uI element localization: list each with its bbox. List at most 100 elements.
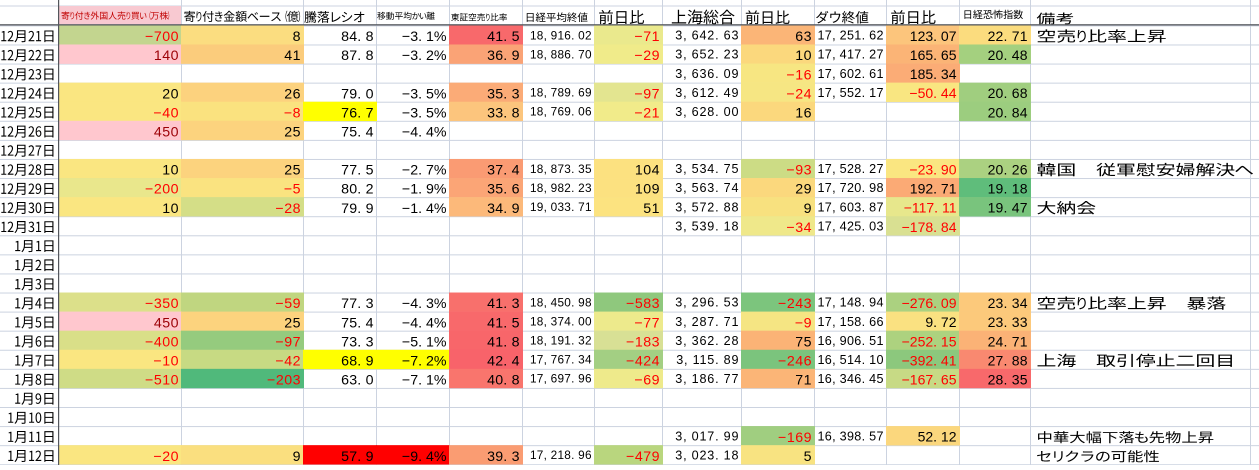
svg-text:63: 63 (795, 29, 812, 45)
svg-text:84. 8: 84. 8 (341, 29, 374, 45)
svg-text:27. 88: 27. 88 (988, 352, 1028, 368)
svg-text:3, 652. 23: 3, 652. 23 (675, 48, 739, 62)
svg-text:−5: −5 (284, 182, 301, 198)
svg-text:−20: −20 (153, 449, 179, 465)
svg-text:−424: −424 (626, 354, 660, 370)
svg-text:16, 346. 45: 16, 346. 45 (817, 372, 883, 386)
svg-text:109: 109 (635, 182, 660, 198)
svg-text:18, 450. 98: 18, 450. 98 (530, 295, 592, 309)
svg-text:20. 48: 20. 48 (988, 47, 1028, 63)
svg-text:185. 34: 185. 34 (910, 66, 957, 82)
svg-text:−29: −29 (634, 48, 660, 64)
svg-text:20. 68: 20. 68 (988, 85, 1028, 101)
svg-text:25: 25 (284, 315, 301, 331)
svg-text:−700: −700 (145, 29, 179, 45)
svg-text:41. 8: 41. 8 (487, 334, 520, 350)
svg-text:104: 104 (635, 163, 660, 179)
svg-text:3, 296. 53: 3, 296. 53 (675, 296, 739, 310)
svg-text:17, 425. 03: 17, 425. 03 (817, 219, 883, 233)
svg-text:19. 47: 19. 47 (988, 200, 1028, 216)
svg-text:−8: −8 (284, 105, 301, 121)
svg-text:10: 10 (795, 48, 812, 64)
svg-text:17, 251. 62: 17, 251. 62 (817, 29, 883, 43)
svg-text:35. 6: 35. 6 (487, 182, 520, 198)
svg-text:8: 8 (293, 29, 301, 45)
svg-text:63. 0: 63. 0 (341, 373, 374, 389)
svg-text:17, 697. 96: 17, 697. 96 (530, 372, 592, 386)
svg-text:−7. 2%: −7. 2% (402, 354, 447, 370)
svg-text:20: 20 (162, 86, 179, 102)
svg-text:3, 539. 18: 3, 539. 18 (675, 219, 739, 233)
svg-text:−93: −93 (786, 163, 812, 179)
svg-text:−16: −16 (786, 67, 812, 83)
svg-text:16, 398. 57: 16, 398. 57 (817, 429, 883, 443)
svg-text:450: 450 (154, 315, 179, 331)
svg-text:−276. 09: −276. 09 (902, 295, 957, 311)
svg-text:18, 374. 00: 18, 374. 00 (530, 315, 592, 329)
svg-text:−246: −246 (778, 354, 812, 370)
svg-text:450: 450 (154, 125, 179, 141)
svg-text:24. 71: 24. 71 (988, 333, 1028, 349)
svg-text:−350: −350 (145, 296, 179, 312)
svg-text:−479: −479 (626, 449, 660, 465)
svg-text:26: 26 (284, 86, 301, 102)
svg-text:68. 9: 68. 9 (341, 354, 374, 370)
svg-text:28. 35: 28. 35 (988, 371, 1028, 387)
svg-text:17, 218. 96: 17, 218. 96 (530, 448, 592, 462)
svg-text:−34: −34 (786, 220, 812, 236)
svg-text:76. 7: 76. 7 (341, 105, 374, 121)
svg-text:165. 65: 165. 65 (910, 47, 957, 63)
svg-text:−50. 44: −50. 44 (909, 85, 956, 101)
svg-text:3, 628. 00: 3, 628. 00 (675, 105, 739, 119)
svg-text:23. 33: 23. 33 (988, 314, 1028, 330)
svg-text:−59: −59 (275, 296, 301, 312)
svg-text:9. 72: 9. 72 (925, 314, 956, 330)
svg-text:−3. 5%: −3. 5% (402, 105, 447, 121)
svg-text:3, 023. 18: 3, 023. 18 (675, 448, 739, 462)
svg-text:−7. 1%: −7. 1% (402, 373, 447, 389)
svg-text:36. 9: 36. 9 (487, 48, 520, 64)
svg-text:3, 612. 49: 3, 612. 49 (675, 86, 739, 100)
svg-text:−77: −77 (634, 315, 660, 331)
svg-text:3, 287. 71: 3, 287. 71 (675, 315, 739, 329)
svg-text:80. 2: 80. 2 (341, 182, 374, 198)
svg-text:−510: −510 (145, 373, 179, 389)
svg-text:10: 10 (162, 163, 179, 179)
svg-text:−28: −28 (275, 201, 301, 217)
svg-text:−24: −24 (786, 86, 812, 102)
svg-text:17, 158. 66: 17, 158. 66 (817, 315, 883, 329)
svg-text:18, 886. 70: 18, 886. 70 (530, 47, 592, 61)
svg-text:−400: −400 (145, 334, 179, 350)
svg-text:17, 528. 27: 17, 528. 27 (817, 162, 883, 176)
svg-text:−71: −71 (634, 29, 660, 45)
svg-text:19, 033. 71: 19, 033. 71 (530, 200, 592, 214)
svg-text:22. 71: 22. 71 (988, 28, 1028, 44)
svg-text:17, 148. 94: 17, 148. 94 (817, 296, 883, 310)
svg-text:−23. 90: −23. 90 (909, 162, 956, 178)
svg-text:17, 552. 17: 17, 552. 17 (817, 86, 883, 100)
svg-text:3, 563. 74: 3, 563. 74 (675, 181, 739, 195)
svg-text:75. 4: 75. 4 (341, 125, 374, 141)
svg-text:20. 84: 20. 84 (988, 104, 1028, 120)
svg-text:9: 9 (804, 201, 812, 217)
svg-text:−3. 2%: −3. 2% (402, 48, 447, 64)
svg-text:−252. 15: −252. 15 (902, 333, 957, 349)
svg-text:−4. 3%: −4. 3% (402, 296, 447, 312)
svg-text:−3. 1%: −3. 1% (402, 29, 447, 45)
svg-text:3, 534. 75: 3, 534. 75 (675, 162, 739, 176)
svg-text:−69: −69 (634, 373, 660, 389)
svg-text:−4. 4%: −4. 4% (402, 315, 447, 331)
svg-text:41. 5: 41. 5 (487, 315, 520, 331)
svg-text:75: 75 (795, 334, 812, 350)
svg-text:−117. 11: −117. 11 (904, 200, 957, 216)
svg-text:77. 3: 77. 3 (341, 296, 374, 312)
svg-text:−9. 4%: −9. 4% (402, 449, 447, 465)
svg-text:35. 3: 35. 3 (487, 86, 520, 102)
svg-text:16, 514. 10: 16, 514. 10 (817, 353, 883, 367)
svg-text:41. 3: 41. 3 (487, 296, 520, 312)
svg-text:−1. 4%: −1. 4% (402, 201, 447, 217)
svg-text:18, 769. 06: 18, 769. 06 (530, 105, 592, 119)
svg-text:57. 9: 57. 9 (341, 449, 374, 465)
svg-text:3, 362. 28: 3, 362. 28 (675, 334, 739, 348)
svg-text:34. 9: 34. 9 (487, 201, 520, 217)
